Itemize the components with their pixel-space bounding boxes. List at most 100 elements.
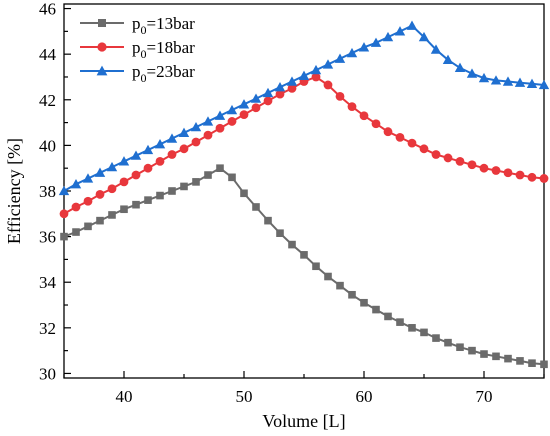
data-point <box>371 119 381 129</box>
data-point <box>144 196 152 204</box>
data-point <box>395 133 405 142</box>
data-point <box>539 174 549 183</box>
data-point <box>275 89 285 99</box>
data-point <box>239 110 249 120</box>
data-point <box>324 272 332 281</box>
data-point <box>418 31 430 42</box>
data-point <box>419 144 429 154</box>
data-point <box>119 177 129 187</box>
data-point <box>372 305 380 314</box>
x-axis-title: Volume [L] <box>262 411 345 431</box>
data-point <box>468 346 476 355</box>
data-point <box>214 110 226 120</box>
data-point <box>107 184 117 194</box>
data-point <box>204 171 212 179</box>
legend-marker <box>97 42 107 52</box>
data-point <box>82 173 94 183</box>
data-point <box>154 139 166 149</box>
data-point <box>360 298 368 307</box>
data-point <box>227 117 237 126</box>
series-1 <box>60 164 548 369</box>
data-point <box>70 178 82 189</box>
data-point <box>238 99 250 109</box>
data-point <box>251 103 261 113</box>
data-point <box>202 116 214 126</box>
data-point <box>143 163 153 173</box>
series-line <box>63 75 545 215</box>
data-point <box>58 185 70 196</box>
data-point <box>492 352 500 361</box>
data-point <box>130 150 142 160</box>
data-point <box>322 59 334 69</box>
data-point <box>346 47 358 58</box>
data-point <box>527 172 537 182</box>
data-point <box>192 178 200 186</box>
data-point <box>443 153 453 163</box>
y-axis: 30 32 34 36 38 40 42 44 46 <box>39 0 71 383</box>
data-point <box>528 359 536 367</box>
data-point <box>348 290 356 299</box>
y-axis-title: Efficiency [%] <box>4 138 24 244</box>
legend-label: p0=18bar <box>132 38 195 61</box>
data-point <box>515 170 525 180</box>
data-point <box>490 75 502 85</box>
data-point <box>478 72 490 83</box>
legend-item: p0=13bar <box>80 14 195 37</box>
data-point <box>240 189 248 198</box>
data-point <box>300 251 308 259</box>
data-point <box>444 338 452 347</box>
data-point <box>466 68 478 78</box>
y-tick-label: 34 <box>39 273 57 292</box>
data-point <box>264 216 272 225</box>
legend-label: p0=13bar <box>132 14 195 37</box>
data-point <box>274 82 286 92</box>
data-point <box>516 357 524 365</box>
data-point <box>456 343 464 352</box>
data-point <box>108 211 116 219</box>
data-point <box>71 202 81 212</box>
x-tick-label: 50 <box>236 387 253 406</box>
data-point <box>59 209 69 219</box>
data-point <box>430 44 442 54</box>
data-point <box>336 281 344 290</box>
data-point <box>335 91 345 101</box>
data-point <box>83 196 93 206</box>
data-point <box>276 229 284 237</box>
data-point <box>384 312 392 321</box>
data-point <box>180 182 188 191</box>
x-tick-label: 40 <box>116 387 133 406</box>
data-point <box>467 160 477 170</box>
series-layer <box>58 20 550 369</box>
data-point <box>226 104 238 115</box>
data-point <box>502 76 514 86</box>
series-2 <box>59 72 549 219</box>
y-tick-label: 36 <box>39 228 56 247</box>
data-point <box>167 150 177 159</box>
y-tick-label: 30 <box>39 364 56 383</box>
data-point <box>72 228 80 236</box>
data-point <box>60 232 68 241</box>
data-point <box>479 163 489 173</box>
data-point <box>323 80 333 90</box>
data-point <box>95 190 105 199</box>
data-point <box>84 222 92 231</box>
data-point <box>142 144 154 155</box>
data-point <box>491 166 501 175</box>
data-point <box>310 64 322 75</box>
data-point <box>526 78 538 88</box>
data-point <box>514 77 526 87</box>
data-point <box>287 83 297 93</box>
data-point <box>94 167 106 177</box>
data-point <box>298 70 310 80</box>
data-point <box>132 200 140 209</box>
plot-border <box>63 3 545 379</box>
data-point <box>155 156 165 166</box>
data-point <box>166 133 178 143</box>
data-point <box>262 87 274 98</box>
data-point <box>286 76 298 86</box>
data-point <box>420 328 428 337</box>
data-point <box>131 170 141 180</box>
series-line <box>63 167 545 366</box>
